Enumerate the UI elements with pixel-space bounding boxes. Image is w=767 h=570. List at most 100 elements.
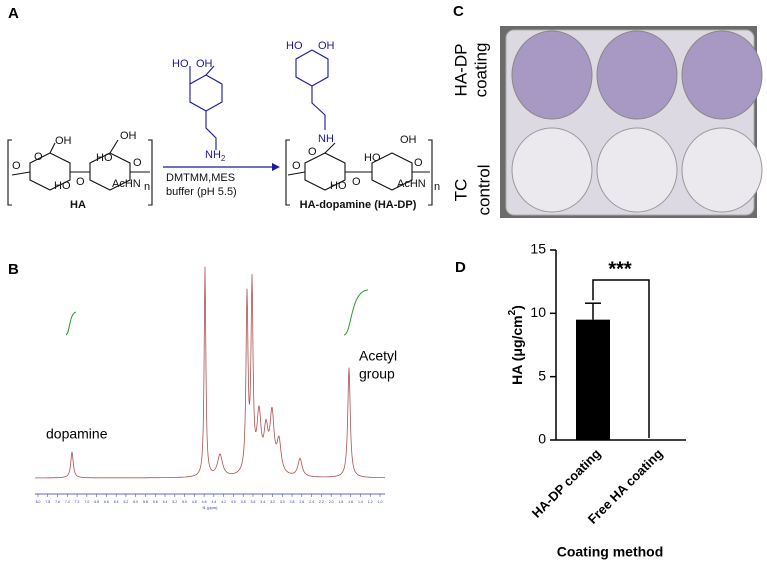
panel-c: C HA-DP coating TC control: [451, 3, 763, 218]
atom-label: O: [12, 160, 21, 172]
tick-label: 6.8: [94, 500, 99, 504]
atom-label: HO: [364, 152, 381, 164]
bar: [576, 319, 610, 440]
row-label: TC: [451, 179, 470, 202]
atom-label: O: [292, 160, 301, 172]
tick-label: 2.8: [290, 500, 295, 504]
tick-label: 4.0: [231, 500, 236, 504]
spectrum: [35, 266, 385, 479]
tick-label: 1.2: [368, 500, 373, 504]
tick-label: 7.6: [55, 500, 60, 504]
tick-label: 6.6: [104, 500, 109, 504]
atom-label: AcHN: [112, 178, 141, 190]
y-tick-label: 15: [530, 241, 546, 257]
atom-label: O: [76, 176, 85, 188]
condition: buffer (pH 5.5): [166, 186, 237, 198]
bond: [205, 65, 215, 76]
atom-label: NH2: [205, 149, 226, 163]
y-axis-label: ): [509, 305, 525, 310]
tick-label: 2.0: [329, 500, 334, 504]
tick-label: 1.4: [358, 500, 363, 504]
compound-name: HA-dopamine (HA-DP): [300, 199, 417, 211]
atom-label: O: [414, 157, 423, 169]
bond: [324, 142, 336, 154]
y-tick-label: 5: [538, 367, 546, 383]
tick-label: 5.4: [163, 500, 168, 504]
panel-b: B 8.0 7.8 7.6 7.4 7.2 7.0 6.8 6.6 6.4 6.2 6.0 5.8 5.…: [8, 261, 397, 510]
tick-label: 3.2: [270, 500, 275, 504]
bracket: [285, 139, 433, 206]
tick-label: 4.2: [221, 500, 226, 504]
atom-label: n: [434, 181, 440, 193]
tick-label: 1.0: [378, 500, 383, 504]
bond: [205, 111, 217, 150]
well: [596, 30, 678, 120]
tick-label: 1.6: [348, 500, 353, 504]
tick-label: 4.6: [202, 500, 207, 504]
tick-label: 6.4: [114, 500, 119, 504]
peak-label: Acetyl: [359, 348, 397, 364]
well: [681, 30, 763, 120]
atom-label: n: [144, 181, 150, 193]
tick-label: 7.4: [65, 500, 70, 504]
panel-letter: C: [453, 3, 464, 20]
tick-label: 6.2: [124, 500, 129, 504]
atom-label: NH: [205, 149, 221, 161]
peak-label: group: [359, 366, 395, 382]
atom-label: HO: [96, 152, 113, 164]
atom-label: OH: [318, 40, 335, 52]
atom-label: OH: [196, 58, 213, 70]
tick-label: 4.8: [192, 500, 197, 504]
y-tick-label: 0: [538, 431, 546, 447]
atom-label: HO: [54, 180, 71, 192]
panel-letter: D: [455, 259, 466, 276]
arrow-head: [272, 163, 280, 171]
tick-label: 3.8: [241, 500, 246, 504]
bond: [287, 171, 306, 176]
tick-label: 2.4: [309, 500, 314, 504]
panel-a: A DMTMM,MES buffer (pH 5.5) HA HA-dopamine …: [7, 5, 440, 211]
atom-label: O: [308, 146, 317, 158]
tick-label: 3.4: [260, 500, 265, 504]
tick-label: 5.6: [153, 500, 158, 504]
tick-label: 5.2: [172, 500, 177, 504]
panel-letter: B: [8, 261, 19, 278]
atom-label: NH: [318, 133, 334, 145]
atom-label: HO: [330, 180, 347, 192]
condition: DMTMM,MES: [166, 172, 235, 184]
atom-label: OH: [400, 134, 417, 146]
tick-label: 2.6: [299, 500, 304, 504]
tick-label: 3.6: [251, 500, 256, 504]
tick-label: 2.2: [319, 500, 324, 504]
y-axis-label: HA (μg/cm: [509, 315, 525, 385]
x-axis-label: Coating method: [557, 544, 664, 560]
tick-label: 5.0: [182, 500, 187, 504]
y-axis-label: 2: [507, 309, 518, 315]
integral: [65, 311, 77, 336]
tick-label: 4.4: [211, 500, 216, 504]
atom-label: 2: [221, 154, 226, 163]
tick-label: 3.0: [280, 500, 285, 504]
well: [681, 127, 763, 213]
well: [596, 127, 678, 213]
significance: ***: [608, 258, 632, 280]
tick-label: 7.2: [75, 500, 80, 504]
significance-bracket: [592, 279, 650, 438]
y-axis-label: HA (μg/cm2): [507, 305, 525, 385]
bracket: [7, 139, 153, 206]
y-tick-label: 10: [530, 304, 546, 320]
atom-label: AcHN: [397, 178, 426, 190]
integral: [343, 289, 369, 336]
tick-label: 7.0: [84, 500, 89, 504]
atom-label: O: [352, 176, 361, 188]
atom-label: O: [34, 151, 43, 163]
bond: [11, 171, 31, 176]
well: [511, 127, 593, 213]
atom-label: O: [133, 157, 142, 169]
atom-label: OH: [120, 130, 137, 142]
tick-label: 1.8: [338, 500, 343, 504]
tick-label: 8.0: [36, 500, 41, 504]
row-label: HA-DP: [451, 44, 470, 97]
tick-label: 6.0: [133, 500, 138, 504]
